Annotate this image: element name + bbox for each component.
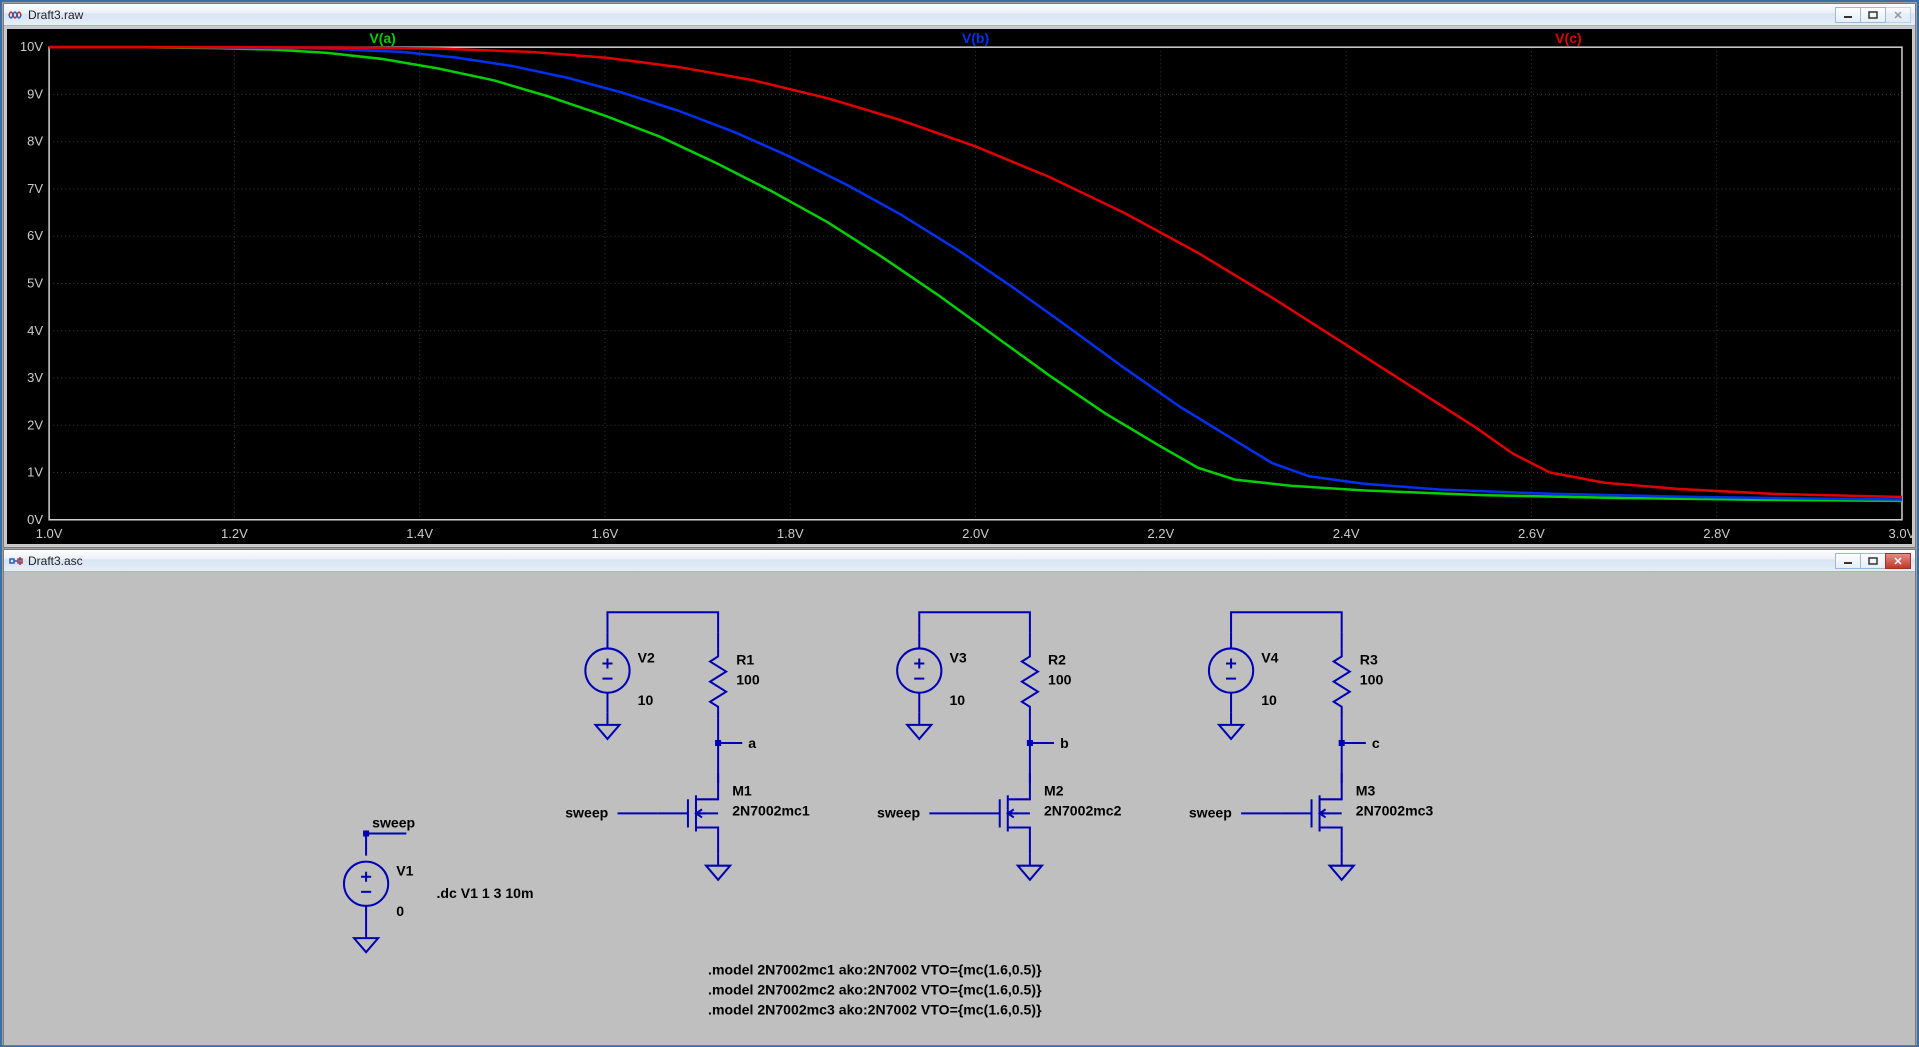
close-button[interactable] — [1885, 7, 1911, 23]
svg-text:1.6V: 1.6V — [592, 526, 619, 541]
svg-text:2N7002mc2: 2N7002mc2 — [1044, 802, 1122, 818]
plot-window-controls — [1836, 7, 1911, 23]
svg-text:0V: 0V — [27, 512, 43, 527]
svg-text:3.0V: 3.0V — [1889, 526, 1912, 541]
svg-text:sweep: sweep — [1189, 804, 1232, 820]
svg-text:V1: V1 — [396, 863, 413, 879]
svg-text:0: 0 — [396, 903, 404, 919]
plot-window: Draft3.raw 1.0V 1.2V 1.4V 1.6V 1.8V 2.0V 2.2V 2… — [3, 3, 1916, 548]
svg-text:2N7002mc1: 2N7002mc1 — [732, 802, 810, 818]
svg-text:2.2V: 2.2V — [1147, 526, 1174, 541]
svg-text:10: 10 — [638, 692, 654, 708]
svg-text:.model 2N7002mc3 ako:2N7002 VT: .model 2N7002mc3 ako:2N7002 VTO={mc(1.6,… — [708, 1002, 1042, 1018]
svg-text:100: 100 — [1048, 672, 1072, 688]
svg-text:1.2V: 1.2V — [221, 526, 248, 541]
svg-text:V3: V3 — [949, 650, 966, 666]
plot-area[interactable]: 1.0V 1.2V 1.4V 1.6V 1.8V 2.0V 2.2V 2.4V 2.6V 2.8V… — [4, 26, 1915, 547]
maximize-button[interactable] — [1860, 553, 1886, 569]
svg-text:100: 100 — [1360, 672, 1384, 688]
schematic-icon — [8, 553, 24, 569]
svg-text:2.0V: 2.0V — [962, 526, 989, 541]
svg-text:7V: 7V — [27, 181, 43, 196]
svg-text:sweep: sweep — [565, 804, 608, 820]
svg-text:V4: V4 — [1261, 650, 1278, 666]
svg-text:c: c — [1372, 735, 1380, 751]
minimize-button[interactable] — [1835, 553, 1861, 569]
svg-text:M1: M1 — [732, 782, 752, 798]
schematic-canvas[interactable]: V1 0 sweep .dc V1 1 3 10m V2 10 R1 100 a M1 2N7002… — [4, 572, 1915, 1045]
svg-text:V(b): V(b) — [962, 30, 989, 46]
close-button[interactable] — [1885, 553, 1911, 569]
svg-text:.dc V1 1 3 10m: .dc V1 1 3 10m — [436, 885, 533, 901]
svg-text:10V: 10V — [20, 39, 43, 54]
svg-text:3V: 3V — [27, 370, 43, 385]
svg-text:.model 2N7002mc2 ako:2N7002 VT: .model 2N7002mc2 ako:2N7002 VTO={mc(1.6,… — [708, 981, 1042, 997]
svg-text:R3: R3 — [1360, 652, 1378, 668]
svg-text:b: b — [1060, 735, 1069, 751]
svg-text:sweep: sweep — [372, 814, 415, 830]
svg-text:10: 10 — [1261, 692, 1277, 708]
svg-text:2.8V: 2.8V — [1703, 526, 1730, 541]
svg-text:9V: 9V — [27, 86, 43, 101]
schematic-title: Draft3.asc — [28, 554, 83, 568]
plot-titlebar[interactable]: Draft3.raw — [4, 4, 1915, 26]
waveform-icon — [8, 7, 24, 23]
maximize-button[interactable] — [1860, 7, 1886, 23]
svg-text:M3: M3 — [1356, 782, 1376, 798]
svg-text:V2: V2 — [638, 650, 655, 666]
svg-text:M2: M2 — [1044, 782, 1064, 798]
svg-text:10: 10 — [949, 692, 965, 708]
svg-text:R1: R1 — [736, 652, 754, 668]
schematic-window-controls — [1836, 553, 1911, 569]
svg-text:2.4V: 2.4V — [1333, 526, 1360, 541]
app-frame: Draft3.raw 1.0V 1.2V 1.4V 1.6V 1.8V 2.0V 2.2V 2… — [0, 0, 1919, 1047]
svg-text:V(a): V(a) — [369, 30, 396, 46]
schematic-window: Draft3.asc V1 0 sweep .dc V1 1 3 10m V2 10 R1 1… — [3, 549, 1916, 1046]
svg-text:4V: 4V — [27, 323, 43, 338]
svg-text:2.6V: 2.6V — [1518, 526, 1545, 541]
svg-text:2N7002mc3: 2N7002mc3 — [1356, 802, 1434, 818]
svg-text:1V: 1V — [27, 465, 43, 480]
svg-text:8V: 8V — [27, 134, 43, 149]
svg-text:1.4V: 1.4V — [406, 526, 433, 541]
svg-text:1.0V: 1.0V — [36, 526, 63, 541]
svg-text:a: a — [748, 735, 756, 751]
svg-text:100: 100 — [736, 672, 760, 688]
schematic-titlebar[interactable]: Draft3.asc — [4, 550, 1915, 572]
svg-text:R2: R2 — [1048, 652, 1066, 668]
svg-text:1.8V: 1.8V — [777, 526, 804, 541]
svg-text:.model 2N7002mc1 ako:2N7002 VT: .model 2N7002mc1 ako:2N7002 VTO={mc(1.6,… — [708, 961, 1042, 977]
minimize-button[interactable] — [1835, 7, 1861, 23]
plot-title: Draft3.raw — [28, 8, 83, 22]
plot-canvas[interactable]: 1.0V 1.2V 1.4V 1.6V 1.8V 2.0V 2.2V 2.4V 2.6V 2.8V… — [7, 29, 1912, 544]
svg-text:5V: 5V — [27, 275, 43, 290]
svg-text:V(c): V(c) — [1555, 30, 1582, 46]
svg-text:2V: 2V — [27, 417, 43, 432]
svg-text:6V: 6V — [27, 228, 43, 243]
svg-text:sweep: sweep — [877, 804, 920, 820]
